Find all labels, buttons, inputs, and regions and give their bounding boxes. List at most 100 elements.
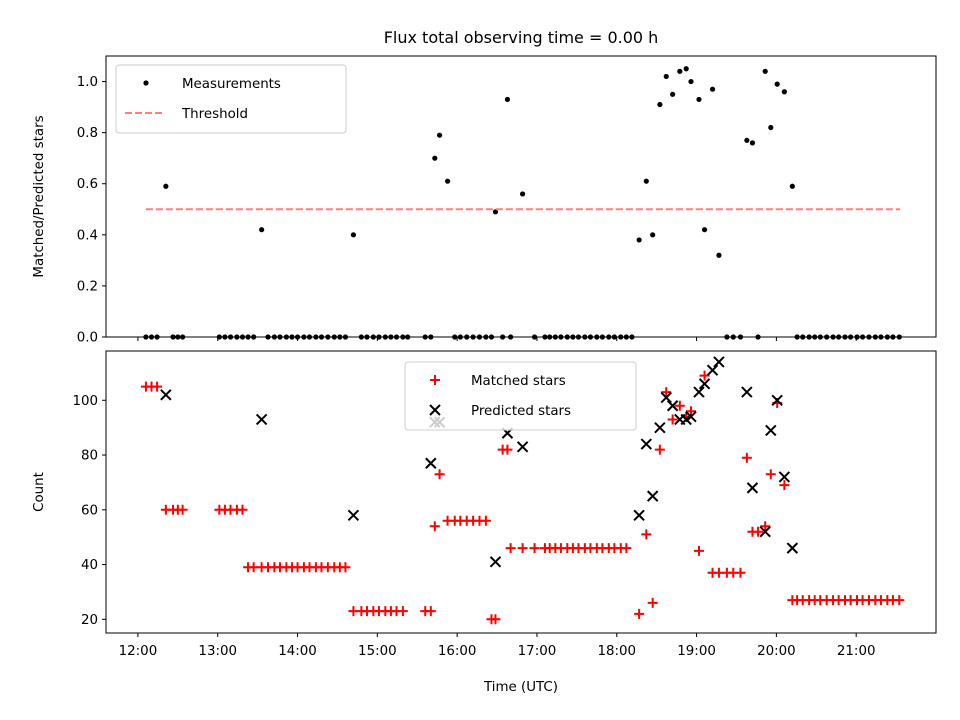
measurement-point xyxy=(318,334,325,340)
x-tick-label: 12:00 xyxy=(119,644,158,659)
measurement-point xyxy=(271,334,277,340)
measurement-point xyxy=(531,334,538,340)
measurement-point xyxy=(650,232,656,238)
y-tick-label: 80 xyxy=(81,449,98,464)
measurement-point xyxy=(859,334,866,340)
matched-star-marker xyxy=(490,614,501,625)
measurement-point xyxy=(350,232,357,238)
matched-star-marker xyxy=(621,543,632,554)
measurement-point xyxy=(239,334,246,340)
matched-star-marker xyxy=(502,444,513,455)
matched-star-marker xyxy=(693,545,704,556)
measurement-point xyxy=(154,334,160,340)
measurement-point xyxy=(806,334,812,340)
predicted-star-marker xyxy=(160,389,172,401)
predicted-star-marker xyxy=(771,394,783,406)
y-tick-label: 20 xyxy=(81,613,98,628)
predicted-star-marker xyxy=(425,457,437,469)
measurement-point xyxy=(483,334,489,340)
predicted-star-marker xyxy=(693,386,705,398)
measurement-point xyxy=(890,334,896,340)
measurement-point xyxy=(405,334,411,340)
measurement-point xyxy=(370,334,376,340)
measurement-point xyxy=(824,334,830,340)
matched-star-marker xyxy=(667,414,678,425)
measurement-point xyxy=(277,334,283,340)
predicted-star-marker xyxy=(646,490,659,502)
x-tick-label: 20:00 xyxy=(757,644,796,659)
measurement-point xyxy=(175,334,181,340)
predicted-star-marker xyxy=(778,471,791,483)
measurement-point xyxy=(724,334,730,340)
measurement-point xyxy=(400,334,406,340)
measurement-point xyxy=(730,334,736,340)
measurement-point xyxy=(500,334,506,340)
measurement-point xyxy=(444,178,451,184)
matched-star-marker xyxy=(647,597,658,608)
x-tick-label: 17:00 xyxy=(518,644,557,659)
measurement-point xyxy=(457,334,463,340)
measurement-point xyxy=(817,334,823,340)
matched-star-marker xyxy=(505,543,516,554)
measurement-point xyxy=(542,334,548,340)
measurement-point xyxy=(709,86,716,92)
measurement-point xyxy=(432,155,438,161)
predicted-star-marker xyxy=(255,413,268,426)
predicted-star-marker xyxy=(713,356,725,368)
predicted-star-marker xyxy=(746,482,759,494)
measurement-point xyxy=(476,334,483,340)
y-axis-label: Count xyxy=(32,472,47,512)
measurement-point xyxy=(143,334,149,340)
top-panel: 0.0 0.2 0.4 0.6 0.8 1.0 Matched/Predicted star… xyxy=(32,28,937,346)
matched-star-marker xyxy=(779,480,790,491)
measurement-point xyxy=(245,334,251,340)
measurement-point xyxy=(488,334,495,340)
measurement-point xyxy=(428,334,434,340)
legend-box xyxy=(115,64,347,134)
measurement-point xyxy=(755,334,761,340)
y-tick-label: 0.0 xyxy=(77,331,98,346)
measurement-point xyxy=(470,334,476,340)
matched-star-marker xyxy=(735,567,746,578)
measurement-point xyxy=(884,334,890,340)
matched-star-marker xyxy=(152,381,163,392)
y-tick-label: 1.0 xyxy=(77,75,98,90)
measurement-point xyxy=(180,334,186,340)
predicted-star-marker xyxy=(640,438,653,450)
measurement-point xyxy=(594,334,600,340)
measurement-point xyxy=(422,334,428,340)
measurement-point xyxy=(313,334,319,340)
legend-label: Threshold xyxy=(181,107,248,122)
measurement-point xyxy=(294,334,301,340)
measurement-point xyxy=(376,334,382,340)
measurement-point xyxy=(781,89,787,95)
chart-title: Flux total observing time = 0.00 h xyxy=(384,28,659,47)
y-tick-label: 0.4 xyxy=(77,228,98,243)
matched-star-marker xyxy=(529,543,540,554)
measurement-point xyxy=(854,334,860,340)
measurement-point xyxy=(222,334,228,340)
predicted-star-marker xyxy=(347,509,360,521)
measurement-point xyxy=(289,334,295,340)
matched-star-marker xyxy=(894,595,905,606)
measurement-point xyxy=(575,334,582,340)
measurement-point xyxy=(382,334,388,340)
matched-star-marker xyxy=(429,521,440,532)
measurement-point xyxy=(508,334,514,340)
matched-star-marker xyxy=(480,515,491,526)
matched-star-marker xyxy=(753,526,764,537)
measurement-point xyxy=(836,334,842,340)
measurement-point xyxy=(618,334,624,340)
measurement-point xyxy=(599,334,606,340)
matched-star-marker xyxy=(674,400,685,411)
measurement-point xyxy=(216,334,222,340)
matched-star-marker xyxy=(634,608,645,619)
predicted-star-marker xyxy=(765,424,777,437)
x-tick-label: 14:00 xyxy=(278,644,317,659)
measurement-point xyxy=(762,68,768,74)
x-tick-label: 19:00 xyxy=(677,644,716,659)
measurement-point xyxy=(552,334,558,340)
predicted-star-marker xyxy=(698,378,711,390)
predicted-star-marker xyxy=(685,411,697,423)
measurement-point xyxy=(636,237,642,243)
